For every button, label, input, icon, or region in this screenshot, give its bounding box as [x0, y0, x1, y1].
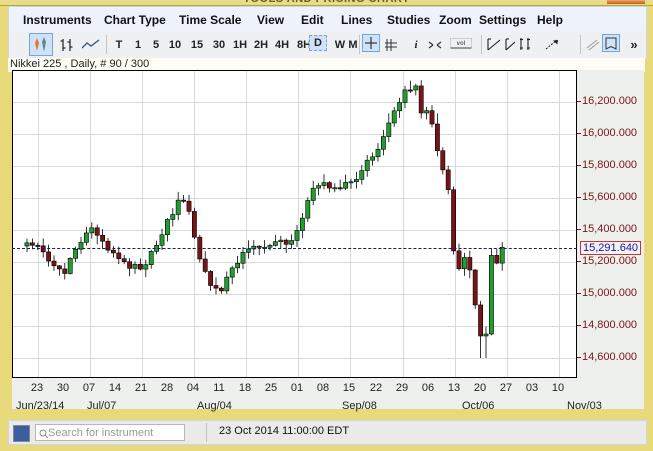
- svg-text:vol: vol: [457, 41, 466, 47]
